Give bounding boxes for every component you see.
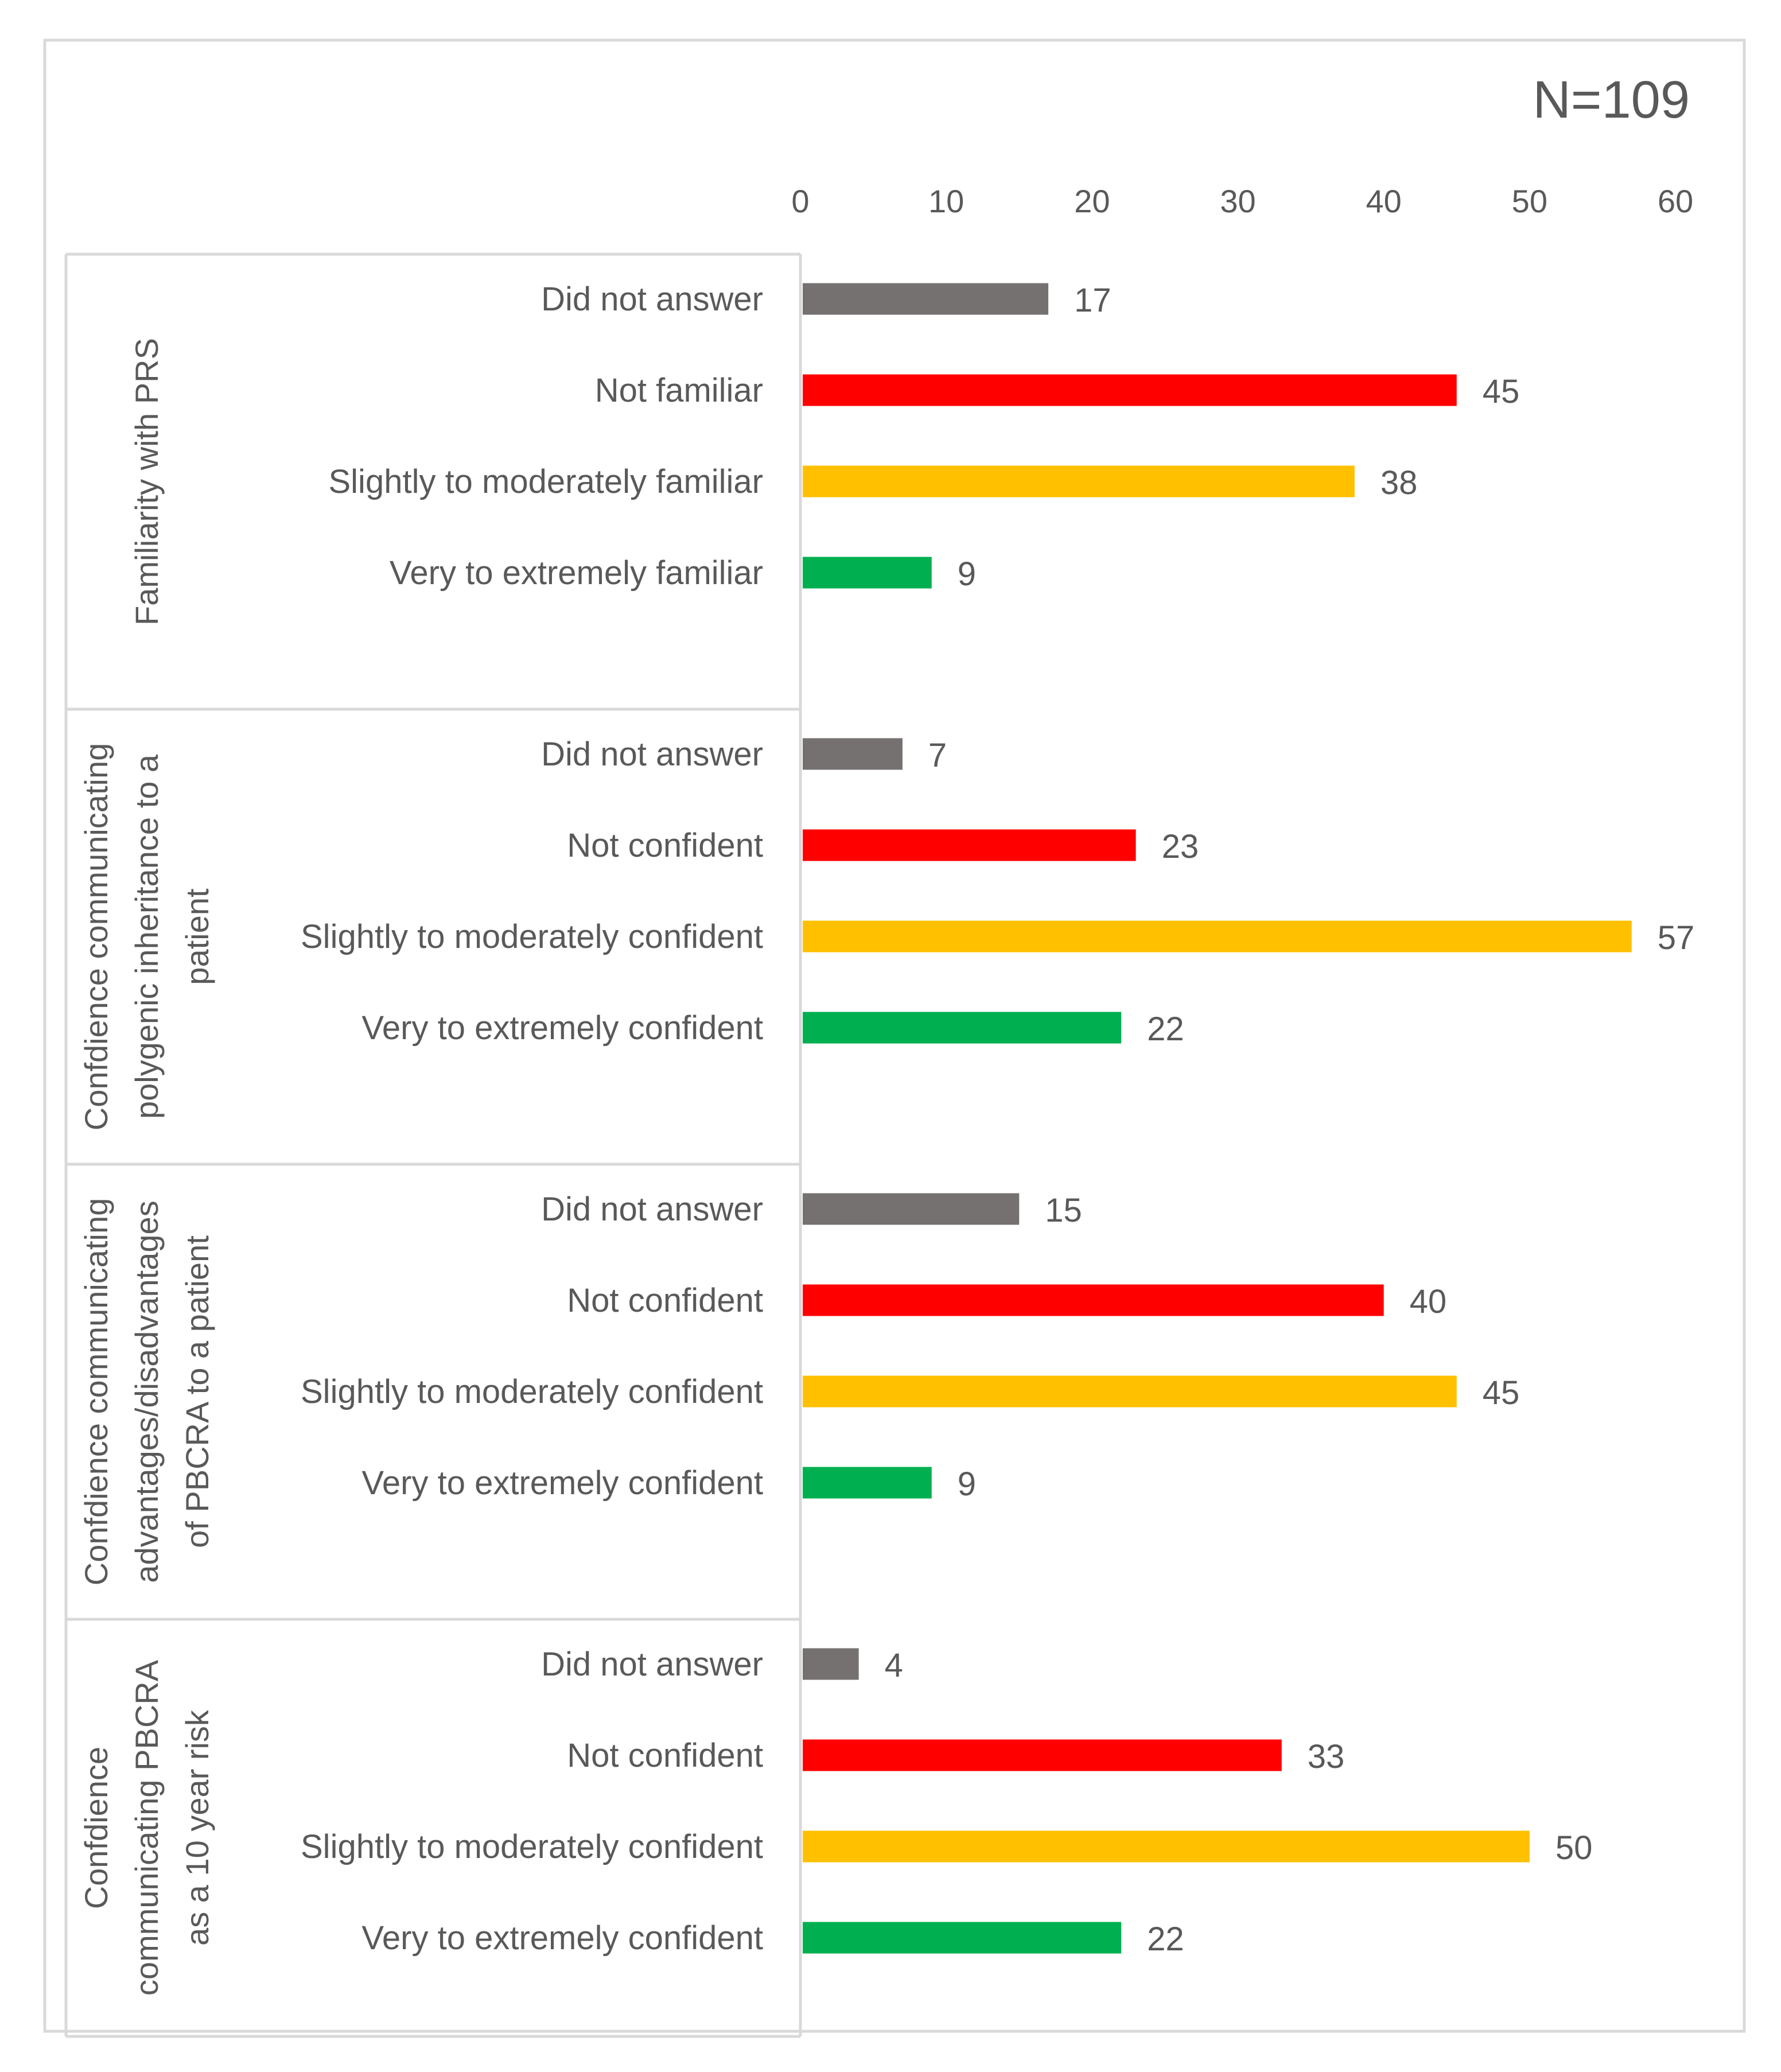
x-tick-label: 60: [1658, 183, 1693, 219]
value-label: 17: [1074, 282, 1111, 319]
value-label: 7: [928, 737, 947, 774]
group-label: Confdience communicating polygenic inheri…: [78, 743, 215, 1130]
bar: [803, 1922, 1122, 1954]
category-table: Familiarity with PRS Did not answer Not fa…: [64, 252, 802, 2038]
category-label: Did not answer: [541, 1646, 763, 1683]
category-label: Very to extremely confident: [361, 1464, 763, 1502]
bar: [803, 738, 903, 770]
category-label: Did not answer: [541, 736, 763, 773]
group-label-line: Confdience communicating: [78, 743, 114, 1130]
value-label: 57: [1658, 919, 1695, 957]
value-label: 9: [958, 555, 976, 593]
bar: [803, 557, 932, 589]
x-tick-label: 40: [1366, 183, 1402, 219]
value-label: 45: [1483, 373, 1520, 410]
value-label: 4: [885, 1647, 903, 1684]
value-label: 23: [1162, 828, 1199, 865]
bar: [803, 1648, 859, 1680]
bars: 17 45 38 9 7 23 57 22 15 40 45 9 4 33 50 22: [803, 282, 1694, 1958]
bar: [803, 374, 1457, 406]
category-label: Slightly to moderately familiar: [328, 463, 763, 500]
group-label-line: advantages/disadvantages: [129, 1200, 165, 1583]
sample-size-label: N=109: [1533, 71, 1690, 129]
bar: [803, 1284, 1384, 1316]
category-label: Not familiar: [595, 372, 763, 409]
value-label: 22: [1147, 1010, 1184, 1048]
category-label: Very to extremely confident: [361, 1009, 763, 1047]
group-label-line: patient: [179, 888, 215, 985]
bar: [803, 465, 1355, 497]
x-tick-label: 50: [1512, 183, 1547, 219]
group-label: Familiarity with PRS: [129, 338, 165, 625]
value-label: 33: [1308, 1738, 1345, 1775]
bar: [803, 1467, 932, 1499]
category-label: Slightly to moderately confident: [301, 1373, 763, 1410]
category-label: Slightly to moderately confident: [301, 918, 763, 955]
bar: [803, 1012, 1122, 1044]
x-tick-label: 10: [928, 183, 964, 219]
group-label-line: as a 10 year risk: [179, 1709, 215, 1946]
group-label-line: Confdience: [78, 1747, 114, 1909]
value-label: 45: [1483, 1374, 1520, 1412]
group-label-line: of PBCRA to a patient: [179, 1235, 215, 1548]
bar: [803, 1375, 1457, 1408]
group-label-line: Confdience communicating: [78, 1198, 114, 1585]
group-label: Confdience communicating PBCRA as a 10 yea…: [78, 1659, 215, 1996]
bar: [803, 283, 1049, 315]
category-label: Not confident: [567, 1737, 763, 1774]
category-label: Did not answer: [541, 281, 763, 318]
category-label: Did not answer: [541, 1191, 763, 1228]
group-label-line: communicating PBCRA: [129, 1659, 165, 1996]
bar: [803, 920, 1632, 953]
value-label: 50: [1556, 1829, 1593, 1867]
value-label: 15: [1045, 1192, 1082, 1229]
x-tick-label: 20: [1074, 183, 1110, 219]
group-label-line: Familiarity with PRS: [129, 338, 165, 625]
category-label: Slightly to moderately confident: [301, 1828, 763, 1865]
bar: [803, 1739, 1282, 1771]
category-label: Very to extremely familiar: [390, 554, 763, 592]
x-tick-label: 30: [1220, 183, 1255, 219]
bar: [803, 1830, 1530, 1863]
category-label: Not confident: [567, 1282, 763, 1319]
category-label: Very to extremely confident: [361, 1919, 763, 1957]
bar: [803, 829, 1136, 861]
x-tick-label: 0: [791, 183, 809, 219]
value-label: 22: [1147, 1921, 1184, 1958]
category-label: Not confident: [567, 827, 763, 864]
bar: [803, 1193, 1020, 1225]
group-label: Confdience communicating advantages/disad…: [78, 1198, 215, 1585]
x-axis: 0 10 20 30 40 50 60: [791, 183, 1693, 219]
group-label-line: polygenic inheritance to a: [129, 754, 165, 1119]
value-label: 40: [1410, 1283, 1447, 1320]
value-label: 9: [958, 1465, 976, 1503]
value-label: 38: [1381, 464, 1418, 502]
